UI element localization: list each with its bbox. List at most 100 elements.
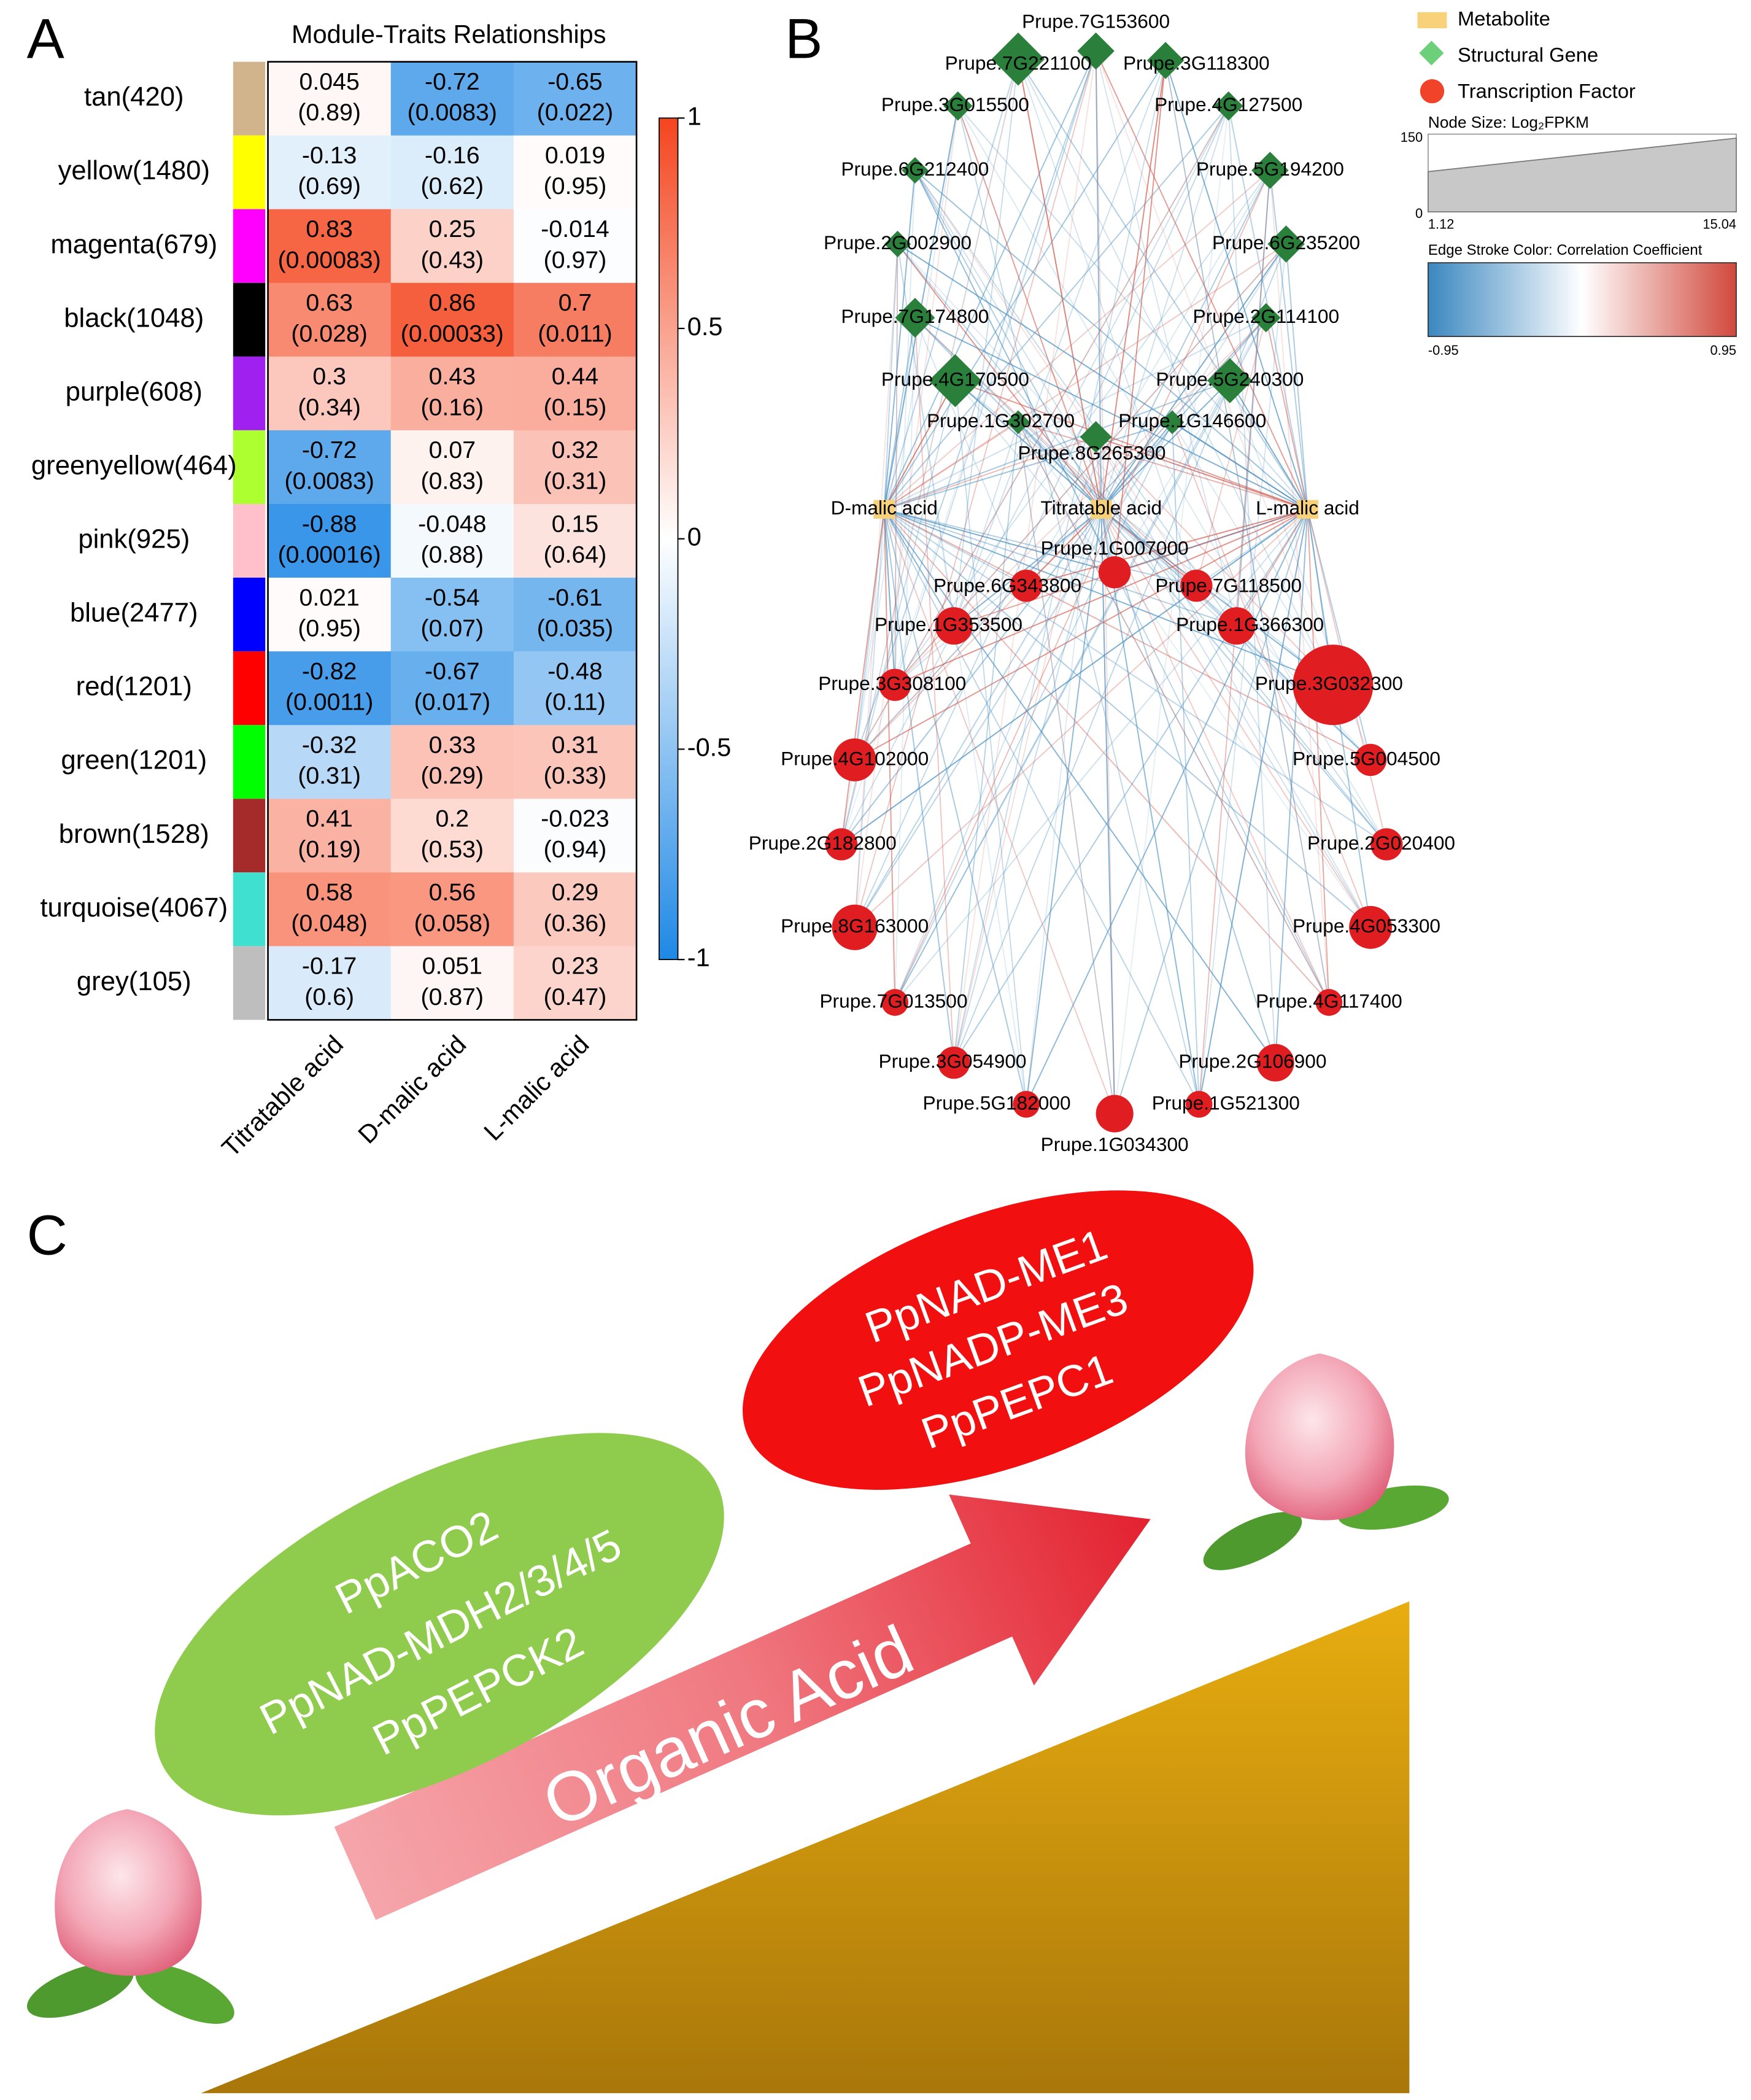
column-label: Titratable acid [216, 1029, 349, 1162]
cell-value: -0.17 [302, 953, 357, 980]
legend-label: Metabolite [1458, 7, 1550, 30]
edge [1018, 422, 1330, 1003]
edge [914, 317, 955, 1063]
transcription-factor-node [935, 607, 973, 645]
edge [883, 58, 1019, 510]
cell-value: 0.2 [436, 805, 470, 832]
cell-value: 0.045 [300, 68, 360, 95]
edge [957, 106, 1308, 510]
edge [854, 508, 1308, 928]
row-label: red(1201) [76, 672, 192, 702]
edge-legend-tick: 0.95 [1710, 343, 1736, 358]
edge [1100, 170, 1271, 510]
edge [854, 50, 1097, 761]
edge [854, 509, 1102, 928]
cell-value: 0.43 [429, 363, 476, 390]
cell-pvalue: (0.83) [421, 467, 484, 494]
edge [1095, 436, 1371, 928]
row-label: tan(420) [84, 82, 184, 112]
edge [914, 317, 1308, 510]
cell-value: -0.67 [425, 657, 480, 684]
metabolite-node [1297, 500, 1318, 519]
node-label: D-malic acid [831, 497, 938, 519]
edge-legend-ramp [1428, 262, 1737, 337]
module-color [233, 725, 266, 799]
cell-value: 0.021 [300, 584, 360, 611]
heatmap-cell [513, 799, 638, 874]
structural-gene-node [902, 157, 929, 184]
edge [854, 244, 1287, 928]
edge [953, 422, 1019, 1063]
cell-value: -0.32 [302, 731, 357, 758]
edge [914, 169, 1197, 586]
edge [894, 317, 1267, 1003]
transcription-factor-node [1010, 569, 1043, 602]
cell-value: 0.32 [552, 436, 598, 463]
cell-value: -0.014 [541, 215, 609, 242]
edge [883, 170, 916, 510]
edge [1018, 422, 1330, 1003]
cell-value: 0.41 [306, 805, 352, 832]
edge [883, 50, 1097, 510]
edge [894, 170, 916, 685]
edge [1018, 58, 1334, 686]
cell-pvalue: (0.048) [291, 910, 367, 937]
edge [883, 509, 955, 627]
node-label: Prupe.6G343800 [933, 575, 1081, 597]
row-label: brown(1528) [59, 819, 209, 849]
module-color [233, 282, 266, 357]
metabolite-node [1090, 500, 1112, 519]
edge [1165, 60, 1330, 1003]
node-label: Prupe.8G265300 [1018, 442, 1166, 464]
edge [883, 509, 955, 1063]
edge [1100, 509, 1277, 1063]
edge [1018, 422, 1371, 928]
edge [854, 317, 1267, 761]
node-label: Prupe.4G102000 [781, 747, 929, 769]
edge [894, 317, 916, 1003]
cell-pvalue: (0.011) [538, 320, 613, 347]
node-label: Prupe.3G118300 [1123, 52, 1270, 74]
edge [897, 243, 1371, 761]
cell-value: 0.83 [306, 215, 352, 242]
heatmap-cell [513, 282, 638, 357]
edge [1100, 509, 1371, 928]
structural-gene-node [884, 230, 911, 258]
edge [854, 106, 1229, 928]
peach-left [26, 1809, 234, 2024]
size-legend-tick: 15.04 [1703, 217, 1736, 232]
edge [953, 508, 1308, 627]
heatmap-cell [268, 430, 392, 505]
heatmap-cell [268, 356, 392, 432]
structural-gene-node [1207, 358, 1253, 403]
peach-right [1203, 1353, 1449, 1570]
heatmap-cell [390, 578, 515, 653]
node-label: Prupe.2G114100 [1192, 305, 1339, 327]
node-label: Prupe.1G034300 [1041, 1133, 1189, 1155]
edge [1018, 422, 1116, 1114]
heatmap-cell [268, 651, 392, 726]
edge [1100, 509, 1330, 1003]
size-legend-tick: 0 [1415, 206, 1423, 221]
colorbar-tick-label: 0.5 [687, 312, 723, 341]
edge-legend-tick: -0.95 [1428, 343, 1459, 358]
node-label: Prupe.5G194200 [1196, 158, 1344, 180]
cell-value: -0.82 [302, 657, 357, 684]
edge [914, 170, 1371, 928]
legend-label: Structural Gene [1458, 44, 1598, 66]
edge [1172, 422, 1334, 686]
edge [1018, 421, 1308, 510]
cell-pvalue: (0.0011) [285, 689, 373, 716]
heatmap-cell [268, 725, 392, 800]
edge [897, 244, 1027, 1105]
cell-pvalue: (0.00033) [401, 320, 504, 347]
edge [1026, 509, 1308, 1105]
module-color [233, 651, 266, 726]
cell-pvalue: (0.64) [544, 541, 607, 568]
heatmap-cell [268, 578, 392, 653]
arrow-shape [334, 1494, 1151, 1920]
cell-value: 0.051 [422, 953, 482, 980]
edge [1172, 422, 1371, 928]
transcription-factor-node [1315, 989, 1343, 1016]
transcription-factor-node [1096, 1095, 1134, 1133]
